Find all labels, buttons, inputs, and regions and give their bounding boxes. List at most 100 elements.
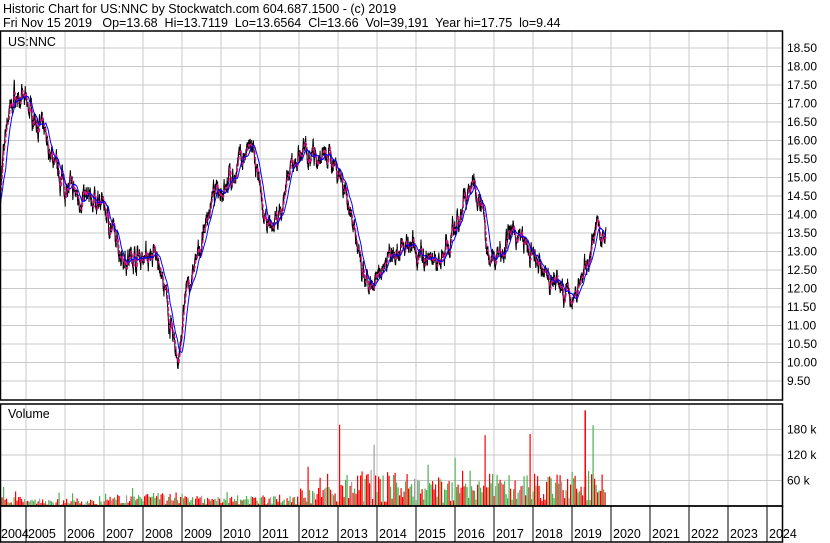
volume-bar — [376, 492, 378, 506]
volume-bar — [7, 502, 9, 506]
volume-bar — [288, 500, 290, 506]
volume-bar — [81, 501, 83, 506]
volume-bar — [78, 501, 80, 506]
volume-bar — [40, 502, 42, 506]
volume-bar — [67, 502, 69, 506]
volume-bar — [592, 425, 594, 506]
volume-bar — [325, 487, 327, 506]
volume-bar — [535, 485, 537, 506]
volume-bar — [324, 488, 326, 506]
volume-bar — [384, 501, 386, 506]
volume-bar — [295, 504, 297, 506]
volume-bar — [514, 480, 516, 506]
volume-bar — [534, 473, 536, 506]
volume-bar — [426, 490, 428, 506]
volume-bar — [435, 484, 437, 506]
volume-bar — [508, 475, 510, 506]
volume-bar — [420, 493, 422, 506]
volume-bar — [298, 502, 300, 506]
volume-bar — [213, 499, 215, 506]
volume-bar — [199, 497, 201, 506]
volume-bar — [157, 493, 159, 506]
volume-bar — [589, 499, 591, 506]
year-label: 2007 — [106, 527, 134, 541]
volume-bar — [583, 486, 585, 506]
volume-bar — [123, 502, 125, 506]
volume-bar — [91, 500, 93, 506]
volume-bar — [421, 489, 423, 506]
volume-bar — [130, 496, 132, 506]
year-label: 2023 — [730, 527, 758, 541]
price-tick-label: 18.00 — [787, 60, 817, 74]
volume-bar — [456, 487, 458, 506]
volume-bar — [369, 483, 371, 506]
volume-bar — [193, 504, 195, 506]
volume-bar — [396, 482, 398, 506]
volume-bar — [103, 501, 105, 506]
volume-bar — [246, 496, 248, 506]
volume-bar — [571, 471, 573, 506]
volume-bar — [240, 499, 242, 506]
volume-bar — [568, 498, 570, 506]
volume-bar — [241, 500, 243, 506]
volume-bar — [195, 498, 197, 506]
price-tick-label: 17.50 — [787, 78, 817, 92]
price-lines — [0, 79, 607, 370]
volume-bar — [294, 497, 296, 506]
volume-bar — [379, 479, 381, 506]
volume-bar — [448, 481, 450, 506]
volume-bar — [234, 499, 236, 506]
volume-bar — [495, 486, 497, 506]
volume-bar — [108, 500, 110, 506]
volume-bar — [498, 483, 500, 506]
volume-bar — [178, 503, 180, 506]
volume-bar — [345, 479, 347, 506]
year-label: 2018 — [535, 527, 563, 541]
volume-bar — [588, 471, 590, 506]
volume-bar — [478, 481, 480, 506]
volume-bar — [88, 503, 90, 506]
volume-bar — [459, 493, 461, 506]
volume-bar — [403, 491, 405, 506]
long-moving-average-line — [0, 95, 607, 354]
volume-bar — [363, 501, 365, 506]
volume-bar — [519, 489, 521, 506]
year-label: 2020 — [613, 527, 641, 541]
volume-bar — [408, 488, 410, 506]
year-label: 2016 — [457, 527, 485, 541]
volume-bar — [394, 472, 396, 506]
volume-panel-label: Volume — [8, 407, 50, 421]
volume-bar — [225, 500, 227, 506]
year-label: 2017 — [496, 527, 524, 541]
volume-bar — [237, 495, 239, 506]
volume-bar — [523, 476, 525, 506]
volume-bar — [265, 504, 267, 506]
volume-bar — [400, 488, 402, 506]
price-tick-label: 11.50 — [787, 300, 816, 314]
volume-bar — [315, 499, 317, 506]
volume-bar — [412, 496, 414, 506]
volume-bar — [457, 484, 459, 506]
volume-bar — [154, 497, 156, 506]
volume-bar — [90, 499, 92, 506]
volume-bar — [591, 474, 593, 506]
volume-bar — [366, 474, 368, 506]
volume-bar — [21, 499, 23, 506]
volume-bar — [177, 499, 179, 506]
volume-bar — [297, 496, 299, 506]
volume-bar — [169, 494, 171, 506]
volume-bar — [196, 495, 198, 506]
volume-bar — [375, 475, 377, 506]
volume-bar — [358, 490, 360, 506]
volume-bar — [310, 503, 312, 506]
volume-bar — [36, 503, 38, 506]
volume-bar — [19, 496, 21, 506]
volume-bar — [300, 488, 302, 506]
volume-bar — [216, 501, 218, 506]
volume-bar — [132, 488, 134, 506]
volume-bar — [99, 495, 101, 506]
volume-bar — [253, 497, 255, 506]
volume-bar — [6, 498, 8, 506]
price-tick-label: 12.50 — [787, 263, 817, 277]
volume-bar — [423, 499, 425, 506]
